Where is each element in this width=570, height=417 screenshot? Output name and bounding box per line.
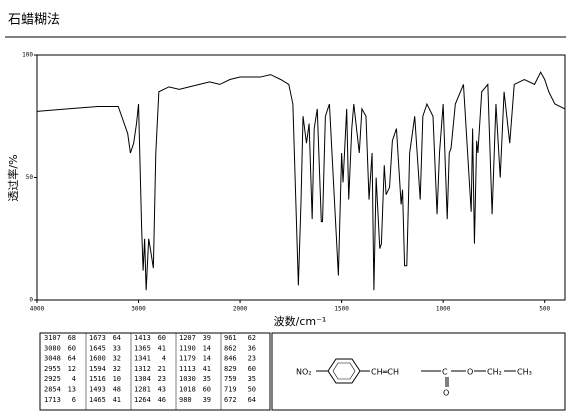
peak-wavenumber: 1281: [134, 386, 151, 394]
peak-transmittance: 46: [158, 396, 166, 404]
peak-wavenumber: 759: [224, 375, 237, 383]
peak-transmittance: 32: [113, 365, 121, 373]
peak-wavenumber: 961: [224, 334, 237, 342]
peak-transmittance: 13: [68, 386, 76, 394]
peak-wavenumber: 846: [224, 355, 237, 363]
structure-label: O: [443, 389, 449, 398]
peak-transmittance: 50: [248, 386, 256, 394]
structure-box: [271, 332, 566, 411]
peak-transmittance: 39: [203, 396, 211, 404]
peak-wavenumber: 1465: [89, 396, 106, 404]
peak-transmittance: 4: [72, 375, 76, 383]
peak-transmittance: 33: [113, 344, 121, 352]
plot-frame: [36, 54, 566, 301]
y-tick-label: 100: [22, 52, 33, 59]
peak-transmittance: 64: [248, 396, 256, 404]
peak-transmittance: 35: [203, 375, 211, 383]
peak-wavenumber: 1713: [44, 396, 61, 404]
peak-wavenumber: 1179: [179, 355, 196, 363]
peak-transmittance: 41: [113, 396, 121, 404]
peak-transmittance: 14: [203, 355, 211, 363]
x-axis-label: 波数/cm⁻¹: [274, 315, 327, 328]
peak-wavenumber: 1341: [134, 355, 151, 363]
peak-transmittance: 36: [248, 344, 256, 352]
peak-transmittance: 4: [162, 355, 166, 363]
peak-wavenumber: 1365: [134, 344, 151, 352]
peak-transmittance: 62: [248, 334, 256, 342]
structure-label: C: [442, 368, 448, 377]
benzene-ring-inner: [332, 362, 356, 380]
peak-transmittance: 23: [248, 355, 256, 363]
chart-title: 石蜡糊法: [8, 12, 60, 28]
peak-wavenumber: 2854: [44, 386, 61, 394]
x-tick-label: 1000: [436, 306, 451, 313]
peak-wavenumber: 829: [224, 365, 237, 373]
x-tick-label: 3000: [131, 306, 146, 313]
peak-wavenumber: 672: [224, 396, 237, 404]
peak-wavenumber: 3107: [44, 334, 61, 342]
spectrum-line: [36, 71, 566, 291]
x-tick-label: 2000: [233, 306, 248, 313]
peak-transmittance: 60: [203, 386, 211, 394]
peak-transmittance: 39: [203, 334, 211, 342]
y-axis-label: 透过率/%: [6, 154, 20, 201]
structure-label: CH₃: [517, 368, 532, 377]
peak-wavenumber: 1645: [89, 344, 106, 352]
peak-wavenumber: 1113: [179, 365, 196, 373]
peak-wavenumber: 2955: [44, 365, 61, 373]
peak-transmittance: 60: [158, 334, 166, 342]
peak-wavenumber: 1493: [89, 386, 106, 394]
structure-label: O: [467, 368, 473, 377]
peak-transmittance: 12: [68, 365, 76, 373]
structure-label: NO₂: [296, 368, 312, 377]
peak-wavenumber: 1312: [134, 365, 151, 373]
peak-transmittance: 60: [68, 344, 76, 352]
y-tick-label: 0: [29, 297, 33, 304]
peak-transmittance: 23: [158, 375, 166, 383]
peak-transmittance: 21: [158, 365, 166, 373]
peak-transmittance: 60: [248, 365, 256, 373]
peak-wavenumber: 2925: [44, 375, 61, 383]
peak-transmittance: 10: [113, 375, 121, 383]
peak-transmittance: 6: [72, 396, 76, 404]
x-tick-label: 500: [539, 306, 550, 313]
peak-wavenumber: 1673: [89, 334, 106, 342]
peak-wavenumber: 1264: [134, 396, 151, 404]
x-tick-label: 4000: [30, 306, 45, 313]
peak-transmittance: 43: [158, 386, 166, 394]
peak-transmittance: 64: [68, 355, 76, 363]
peak-wavenumber: 1018: [179, 386, 196, 394]
peak-transmittance: 41: [203, 365, 211, 373]
peak-transmittance: 14: [203, 344, 211, 352]
peak-wavenumber: 1304: [134, 375, 151, 383]
peak-wavenumber: 1600: [89, 355, 106, 363]
structure-label: CH₂: [487, 368, 502, 377]
peak-wavenumber: 3048: [44, 355, 61, 363]
x-tick-label: 1500: [334, 306, 349, 313]
peak-table-box: [39, 332, 271, 411]
structure-label: CH═CH: [371, 368, 399, 377]
peak-transmittance: 35: [248, 375, 256, 383]
peak-wavenumber: 980: [179, 396, 192, 404]
peak-wavenumber: 862: [224, 344, 237, 352]
peak-wavenumber: 1190: [179, 344, 196, 352]
peak-transmittance: 68: [68, 334, 76, 342]
peak-wavenumber: 1207: [179, 334, 196, 342]
peak-transmittance: 41: [158, 344, 166, 352]
peak-transmittance: 64: [113, 334, 121, 342]
peak-wavenumber: 1516: [89, 375, 106, 383]
peak-transmittance: 48: [113, 386, 121, 394]
y-tick-label: 50: [26, 174, 34, 181]
structure: NO₂ CH═CH C O O CH₂ CH₃: [296, 358, 532, 398]
peak-wavenumber: 719: [224, 386, 237, 394]
peak-wavenumber: 1030: [179, 375, 196, 383]
peak-transmittance: 32: [113, 355, 121, 363]
peak-wavenumber: 1594: [89, 365, 106, 373]
peak-wavenumber: 1413: [134, 334, 151, 342]
peak-wavenumber: 3080: [44, 344, 61, 352]
